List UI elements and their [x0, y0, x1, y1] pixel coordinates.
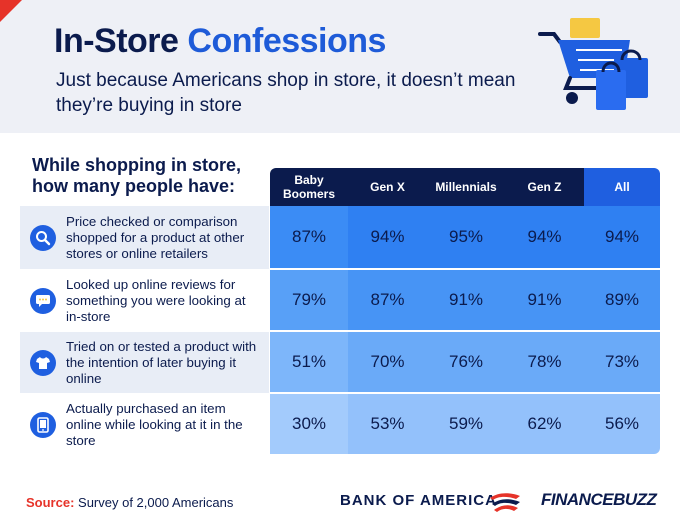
- table-cell: 94%: [348, 206, 427, 268]
- column-header: Gen Z: [505, 168, 584, 206]
- corner-accent: [0, 0, 22, 22]
- table-row-label: Actually purchased an item online while …: [20, 394, 269, 455]
- question-line-1: While shopping in store,: [32, 155, 241, 175]
- table-cell: 76%: [427, 332, 505, 392]
- table-cell: 53%: [348, 394, 427, 454]
- search-icon: [30, 224, 56, 251]
- table-row-label: Tried on or tested a product with the in…: [20, 332, 269, 393]
- table-cell: 73%: [584, 332, 660, 392]
- bank-of-america-flag-icon: [490, 493, 520, 512]
- column-header: All: [584, 168, 660, 206]
- mobile-phone-icon: [30, 411, 56, 438]
- source-label: Source:: [26, 495, 75, 510]
- column-header-label: Baby Boomers: [282, 173, 335, 201]
- table-cell: 95%: [427, 206, 505, 268]
- financebuzz-logo-part2: BUZZ: [613, 490, 657, 509]
- table-row-label: Looked up online reviews for something y…: [20, 270, 269, 331]
- shopping-cart-icon: [538, 18, 648, 110]
- table-cell: 51%: [270, 332, 348, 392]
- table-cell: 87%: [270, 206, 348, 268]
- table-cell: 79%: [270, 270, 348, 330]
- row-label-text: Price checked or comparison shopped for …: [66, 213, 245, 261]
- table-cell: 89%: [584, 270, 660, 330]
- row-label-text: Tried on or tested a product with the in…: [66, 338, 257, 386]
- title-part1: In-Store: [54, 22, 179, 60]
- column-header-label: Gen X: [370, 180, 405, 194]
- row-label-text: Actually purchased an item online while …: [66, 400, 243, 448]
- subtitle: Just because Americans shop in store, it…: [56, 70, 516, 116]
- question-line-2: how many people have:: [32, 176, 236, 196]
- source-note: Source: Survey of 2,000 Americans: [26, 495, 233, 510]
- column-header-label: Millennials: [435, 180, 497, 194]
- column-header-label: All: [614, 180, 630, 194]
- table-cell: 30%: [270, 394, 348, 454]
- table-cell: 91%: [427, 270, 505, 330]
- table-cell: 59%: [427, 394, 505, 454]
- footer: Source: Survey of 2,000 Americans BANK O…: [0, 470, 680, 530]
- table-cell: 94%: [505, 206, 584, 268]
- column-header: Gen X: [348, 168, 427, 206]
- page-title: In-Store Confessions: [54, 22, 386, 61]
- table-cell: 87%: [348, 270, 427, 330]
- bank-of-america-logo: BANK OF AMERICA: [340, 492, 497, 509]
- tshirt-icon: [30, 349, 56, 376]
- table-cell: 94%: [584, 206, 660, 268]
- column-header: Millennials: [427, 168, 505, 206]
- table-row-label: Price checked or comparison shopped for …: [20, 206, 269, 269]
- review-chat-icon: [30, 287, 56, 314]
- survey-table: While shopping in store, how many people…: [0, 133, 680, 470]
- row-label-text: Looked up online reviews for something y…: [66, 276, 246, 324]
- column-header-label: Gen Z: [527, 180, 562, 194]
- table-cell: 78%: [505, 332, 584, 392]
- table-cell: 91%: [505, 270, 584, 330]
- financebuzz-logo: FINANCEBUZZ: [541, 490, 657, 510]
- table-cell: 70%: [348, 332, 427, 392]
- title-part2: Confessions: [187, 22, 386, 60]
- header: In-Store Confessions Just because Americ…: [0, 0, 680, 133]
- table-cell: 62%: [505, 394, 584, 454]
- financebuzz-logo-part1: FINANCE: [541, 490, 614, 509]
- column-header: Baby Boomers: [270, 168, 348, 206]
- source-text: Survey of 2,000 Americans: [78, 495, 234, 510]
- table-question: While shopping in store, how many people…: [32, 155, 241, 197]
- table-cell: 56%: [584, 394, 660, 454]
